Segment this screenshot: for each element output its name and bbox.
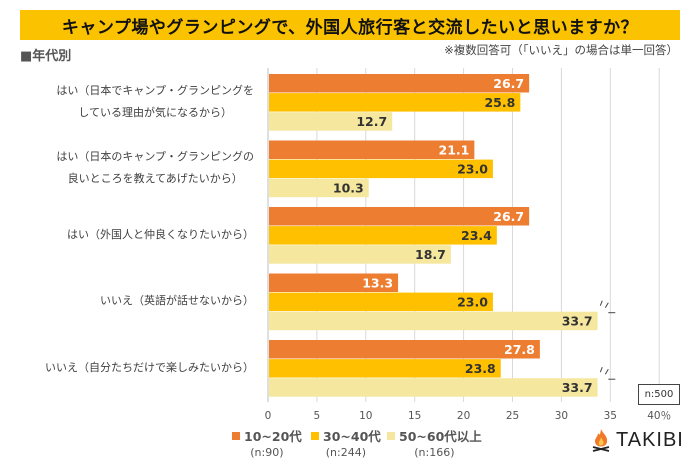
category-label: はい（日本でキャンプ・グランピングを している理由が気になるから） bbox=[56, 80, 254, 124]
break-mark bbox=[604, 368, 609, 375]
data-label: 23.0 bbox=[457, 294, 488, 309]
category-label-line: はい（日本でキャンプ・グランピングを bbox=[56, 83, 254, 97]
category-label-line: 良いところを教えてあげたいから） bbox=[67, 172, 243, 186]
data-label: 23.4 bbox=[461, 228, 492, 243]
category-label: はい（日本のキャンプ・グランピングの 良いところを教えてあげたいから） bbox=[56, 146, 254, 190]
x-tick-label: 25 bbox=[506, 410, 519, 422]
category-label: いいえ（英語が話せないから） bbox=[100, 290, 254, 312]
category-label-line: はい（外国人と仲良くなりたいから） bbox=[67, 227, 254, 241]
legend-swatch bbox=[311, 432, 319, 440]
bar bbox=[269, 245, 451, 264]
x-tick-label: 15 bbox=[408, 410, 421, 422]
chart-subtitle: ■年代別 bbox=[20, 49, 72, 64]
data-label: 26.7 bbox=[493, 209, 524, 224]
bar bbox=[269, 359, 501, 378]
break-mark bbox=[599, 367, 603, 373]
legend-n: (n:90) bbox=[250, 446, 284, 459]
bar bbox=[269, 74, 530, 93]
data-label: 25.8 bbox=[484, 95, 515, 110]
bar bbox=[269, 340, 540, 359]
chart-title: キャンプ場やグランピングで、外国人旅行客と交流したいと思いますか？ bbox=[61, 17, 639, 38]
sample-size-box: n:500 bbox=[638, 384, 680, 405]
category-label-line: している理由が気になるから） bbox=[78, 105, 232, 119]
bar bbox=[269, 292, 493, 312]
bar bbox=[269, 311, 598, 331]
legend-n: (n:166) bbox=[414, 446, 455, 459]
x-tick-label: 40％ bbox=[647, 410, 671, 422]
bar bbox=[269, 93, 521, 112]
data-label: 33.7 bbox=[562, 380, 593, 395]
title-banner: キャンプ場やグランピングで、外国人旅行客と交流したいと思いますか？ bbox=[20, 10, 680, 40]
x-tick-label: 0 bbox=[265, 410, 272, 422]
x-tick-label: 10 bbox=[359, 410, 372, 422]
bar bbox=[269, 112, 393, 131]
category-label-line: はい（日本のキャンプ・グランピングの bbox=[56, 150, 254, 164]
legend-n: (n:244) bbox=[325, 446, 367, 459]
bar bbox=[269, 178, 369, 198]
bar bbox=[269, 140, 475, 159]
data-label: 10.3 bbox=[333, 180, 364, 195]
legend-label: 50~60代以上 bbox=[399, 429, 482, 444]
data-label: 21.1 bbox=[439, 142, 470, 157]
data-label: 27.8 bbox=[504, 342, 535, 357]
campfire-icon bbox=[592, 429, 610, 452]
legend-label: 10~20代 bbox=[244, 429, 302, 444]
data-label: 23.8 bbox=[465, 361, 496, 376]
legend-item-10-20: 10~20代 (n:90) bbox=[232, 426, 302, 459]
legend-label: 30~40代 bbox=[323, 429, 381, 444]
bar bbox=[269, 159, 493, 179]
category-label-line: いいえ（自分たちだけで楽しみたいから） bbox=[45, 360, 254, 374]
data-label: 23.0 bbox=[457, 161, 488, 176]
category-label: いいえ（自分たちだけで楽しみたいから） bbox=[45, 357, 254, 379]
bar bbox=[269, 207, 530, 226]
answer-note: ※複数回答可（「いいえ」の場合は単一回答） bbox=[444, 43, 678, 57]
data-label: 13.3 bbox=[362, 275, 393, 290]
legend-swatch bbox=[232, 432, 240, 440]
bar bbox=[269, 378, 598, 397]
x-tick-label: 20 bbox=[457, 410, 470, 422]
data-label: 12.7 bbox=[356, 114, 387, 129]
x-tick-label: 5 bbox=[314, 410, 321, 422]
data-label: 26.7 bbox=[493, 76, 524, 91]
break-mark bbox=[599, 300, 603, 306]
x-tick-label: 35 bbox=[604, 410, 617, 422]
bar bbox=[269, 273, 399, 292]
brand-logo: TAKIBI bbox=[590, 428, 684, 452]
x-tick-label: 30 bbox=[555, 410, 568, 422]
category-label: はい（外国人と仲良くなりたいから） bbox=[67, 224, 254, 246]
category-label-line: いいえ（英語が話せないから） bbox=[100, 294, 254, 308]
data-label: 33.7 bbox=[562, 313, 593, 328]
legend-swatch bbox=[387, 432, 395, 440]
bar bbox=[269, 226, 497, 245]
legend-item-30-40: 30~40代 (n:244) bbox=[311, 426, 381, 459]
legend-item-50-60: 50~60代以上 (n:166) bbox=[387, 426, 482, 459]
break-mark bbox=[604, 302, 609, 308]
brand-name: TAKIBI bbox=[616, 428, 684, 451]
data-label: 18.7 bbox=[415, 247, 446, 262]
